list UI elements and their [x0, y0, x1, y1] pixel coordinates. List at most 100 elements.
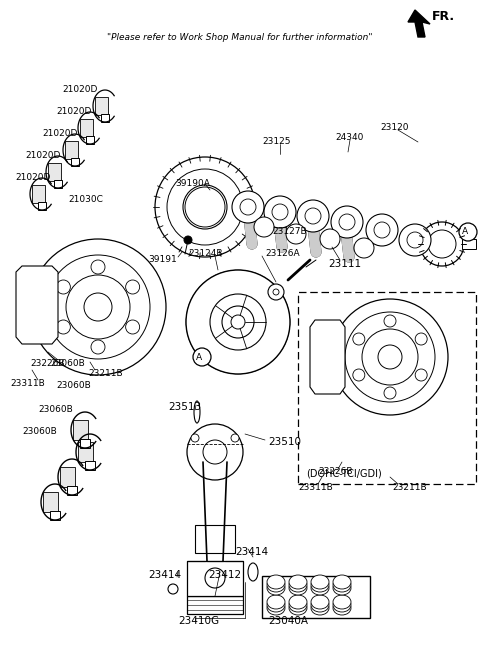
Bar	[80, 439, 90, 448]
Bar	[32, 185, 45, 203]
Ellipse shape	[267, 578, 285, 592]
Ellipse shape	[267, 601, 285, 615]
Circle shape	[155, 157, 255, 257]
Text: 24340: 24340	[335, 134, 363, 142]
Bar	[54, 180, 62, 188]
Text: 23226B: 23226B	[30, 359, 64, 369]
Bar	[187, 561, 243, 596]
Ellipse shape	[289, 578, 307, 592]
Circle shape	[354, 238, 374, 258]
Bar	[78, 442, 93, 462]
Circle shape	[201, 285, 275, 359]
Circle shape	[203, 440, 227, 464]
Polygon shape	[310, 320, 345, 394]
Bar	[50, 511, 60, 520]
Ellipse shape	[333, 595, 351, 609]
Ellipse shape	[311, 578, 329, 592]
Ellipse shape	[248, 563, 258, 581]
Ellipse shape	[267, 581, 285, 595]
Circle shape	[415, 369, 427, 381]
Circle shape	[407, 232, 423, 248]
Text: 23510: 23510	[268, 437, 301, 447]
Circle shape	[362, 329, 418, 385]
Text: 23126A: 23126A	[265, 250, 300, 258]
Text: 23124B: 23124B	[188, 250, 223, 258]
Circle shape	[232, 191, 264, 223]
Circle shape	[198, 282, 278, 362]
Circle shape	[84, 293, 112, 321]
Bar	[73, 420, 88, 440]
Text: 23060B: 23060B	[22, 428, 57, 436]
Text: 23060B: 23060B	[38, 404, 73, 414]
Circle shape	[66, 275, 130, 339]
Text: 23412: 23412	[208, 570, 241, 580]
Bar	[262, 576, 370, 618]
Bar	[298, 292, 476, 484]
Circle shape	[187, 424, 243, 480]
Text: 23226B: 23226B	[318, 467, 352, 477]
Text: 23060B: 23060B	[56, 381, 91, 391]
Circle shape	[332, 299, 448, 415]
Ellipse shape	[311, 575, 329, 589]
Text: 23127B: 23127B	[272, 228, 307, 236]
Text: 23120: 23120	[380, 122, 408, 132]
Circle shape	[186, 270, 290, 374]
Circle shape	[231, 434, 239, 442]
Circle shape	[56, 280, 71, 294]
Bar	[71, 158, 79, 166]
Bar	[101, 114, 109, 122]
Text: 21020D: 21020D	[42, 130, 77, 138]
Ellipse shape	[289, 595, 307, 609]
Circle shape	[222, 306, 254, 338]
Circle shape	[126, 280, 140, 294]
Ellipse shape	[289, 598, 307, 612]
Circle shape	[185, 187, 225, 227]
Ellipse shape	[333, 598, 351, 612]
Circle shape	[91, 340, 105, 354]
Bar	[65, 141, 78, 159]
Ellipse shape	[333, 578, 351, 592]
Circle shape	[264, 196, 296, 228]
Circle shape	[384, 387, 396, 399]
Circle shape	[272, 204, 288, 220]
Circle shape	[186, 270, 290, 374]
Circle shape	[314, 343, 342, 371]
Circle shape	[231, 315, 245, 329]
Ellipse shape	[289, 581, 307, 595]
Text: 23060B: 23060B	[50, 359, 85, 369]
Ellipse shape	[333, 581, 351, 595]
Circle shape	[240, 199, 256, 215]
Ellipse shape	[289, 601, 307, 615]
Bar	[95, 97, 108, 115]
Bar	[48, 163, 61, 181]
Text: 23211B: 23211B	[392, 483, 427, 491]
Text: 23211B: 23211B	[88, 369, 122, 379]
Text: 23311B: 23311B	[298, 483, 333, 491]
Text: 21030C: 21030C	[68, 195, 103, 205]
Text: FR.: FR.	[432, 10, 455, 23]
Circle shape	[46, 255, 150, 359]
Bar	[80, 119, 93, 137]
Circle shape	[366, 214, 398, 246]
Bar	[43, 492, 58, 512]
Text: 21020D: 21020D	[15, 173, 50, 183]
Circle shape	[204, 288, 272, 356]
Circle shape	[331, 206, 363, 238]
Circle shape	[378, 345, 402, 369]
Circle shape	[399, 224, 431, 256]
Circle shape	[339, 214, 355, 230]
Bar	[60, 467, 75, 487]
Text: 21020D: 21020D	[62, 85, 97, 95]
Circle shape	[205, 568, 225, 588]
Circle shape	[168, 584, 178, 594]
Circle shape	[415, 333, 427, 345]
Polygon shape	[408, 10, 430, 37]
Circle shape	[273, 289, 279, 295]
Circle shape	[384, 315, 396, 327]
Circle shape	[192, 276, 284, 368]
Circle shape	[56, 320, 71, 334]
Text: "Please refer to Work Shop Manual for further information": "Please refer to Work Shop Manual for fu…	[107, 32, 373, 42]
Circle shape	[268, 284, 284, 300]
Bar	[86, 136, 94, 144]
Text: 23311B: 23311B	[10, 379, 45, 389]
